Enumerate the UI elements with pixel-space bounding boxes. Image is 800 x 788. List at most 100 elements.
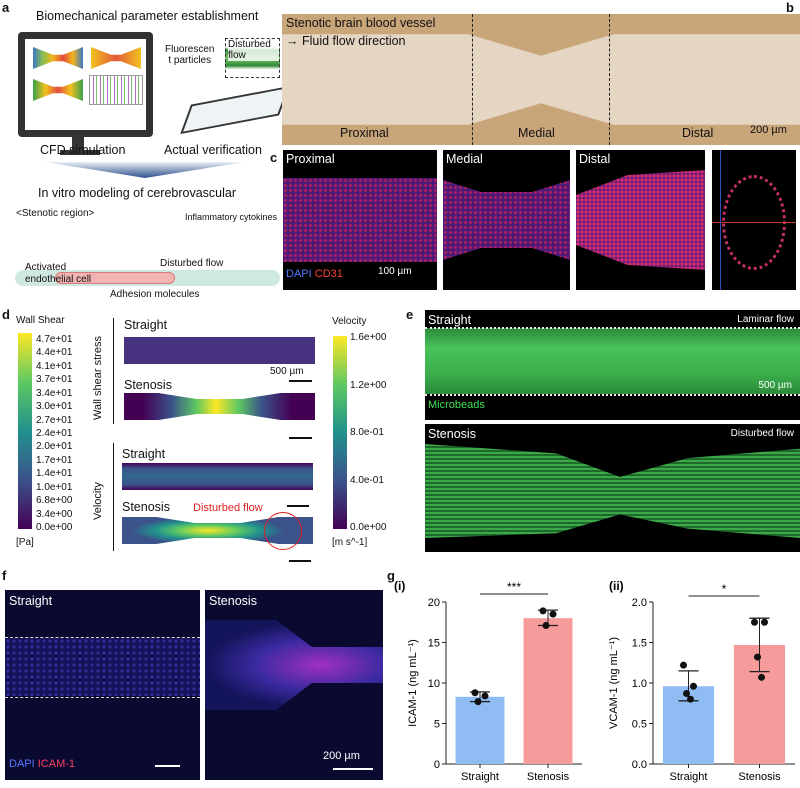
data-point	[680, 661, 687, 669]
dapi-label: DAPI	[286, 268, 312, 280]
panel-label-d: d	[2, 307, 10, 322]
y-axis-label: ICAM-1 (ng mL⁻¹)	[407, 639, 419, 727]
c-medial-image: Medial	[443, 150, 570, 290]
bar-straight	[455, 696, 505, 764]
disturbed-flow-circle	[264, 512, 302, 550]
panel-label-f: f	[2, 568, 7, 583]
panel-label-a: a	[2, 0, 10, 15]
b-scale-label: 200 µm	[750, 124, 787, 136]
significance-label: *	[722, 582, 727, 596]
fluorescent-particles-label: Fluorescen t particles	[165, 44, 215, 66]
f-straight-label: Straight	[9, 594, 53, 608]
y-tick-label: 5	[434, 719, 440, 731]
x-tick-label: Straight	[670, 771, 708, 783]
cd31-label: CD31	[314, 268, 343, 280]
panel-label-c: c	[270, 150, 278, 165]
significance-label: ***	[507, 580, 521, 594]
colorbar-tick: 3.7e+01	[36, 374, 73, 386]
disturbed-flow-label: Disturbed flow	[160, 258, 224, 269]
e-straight-image: Straight Laminar flow Microbeads 500 µm	[425, 310, 800, 420]
colorbar-tick: 1.7e+01	[36, 454, 73, 466]
y-tick-label: 15	[428, 638, 440, 650]
d-vel-stenosis-label: Stenosis	[122, 500, 170, 514]
e-stenosis-image: Stenosis Disturbed flow	[425, 424, 800, 552]
distal-label: Distal	[682, 126, 714, 140]
e-disturbed-flow-label: Disturbed flow	[730, 428, 794, 439]
colorbar-tick: 2.4e+01	[36, 428, 73, 439]
colorbar-tick: 6.8e+00	[36, 495, 73, 507]
colorbar-tick: 3.4e+00	[36, 508, 73, 520]
velocity-colorbar	[333, 336, 347, 529]
f-scale-label: 200 µm	[323, 750, 360, 762]
activated-cell-label: Activated endothelial cell	[25, 262, 92, 285]
f-dapi-label: DAPI	[9, 758, 35, 770]
wss-colorbar	[18, 333, 32, 529]
c-proximal-label: Proximal	[286, 152, 335, 166]
velocity-unit: [m s^-1]	[332, 537, 368, 548]
c-distal-image: Distal	[576, 150, 705, 290]
colorbar-tick: 4.1e+01	[36, 360, 73, 372]
c-medial-label: Medial	[446, 152, 483, 166]
data-point	[690, 682, 697, 690]
panel-label-g: g	[387, 568, 395, 583]
data-point	[539, 607, 547, 615]
data-point	[754, 653, 761, 661]
c-proximal-image: Proximal DAPI CD31 100 µm	[283, 150, 437, 290]
y-tick-label: 10	[428, 678, 440, 690]
e-straight-label: Straight	[428, 313, 472, 327]
data-point	[481, 692, 489, 700]
c-cross-section-image	[712, 150, 796, 290]
panel-label-e: e	[406, 307, 414, 322]
data-point	[549, 610, 557, 618]
vessel-photo: Stenotic brain blood vessel → Fluid flow…	[282, 14, 800, 145]
monitor-illustration	[18, 32, 153, 137]
laminar-flow-label: Laminar flow	[737, 314, 794, 325]
f-stenosis-label: Stenosis	[209, 594, 257, 608]
wss-unit: [Pa]	[16, 537, 34, 548]
colorbar-tick: 1.6e+00	[350, 332, 387, 343]
velocity-colorbar-title: Velocity	[332, 316, 367, 327]
data-point	[758, 673, 765, 681]
flow-direction-label: → Fluid flow direction	[286, 34, 406, 48]
f-stenosis-image: Stenosis 200 µm	[205, 590, 383, 780]
flow-direction-text: Fluid flow direction	[301, 34, 406, 48]
velocity-straight-sim	[122, 463, 313, 490]
y-tick-label: 1.5	[632, 638, 647, 650]
y-axis-label: VCAM-1 (ng mL⁻¹)	[608, 637, 620, 729]
d-wss-stenosis-label: Stenosis	[124, 378, 172, 392]
d-scale-label: 500 µm	[270, 366, 304, 377]
colorbar-tick: 1.0e+01	[36, 481, 73, 493]
data-point	[683, 690, 690, 698]
colorbar-tick: 4.0e-01	[350, 474, 384, 486]
data-point	[474, 698, 482, 706]
y-tick-label: 2.0	[632, 597, 647, 609]
colorbar-tick: 8.0e-01	[350, 427, 384, 438]
d-disturbed-flow-label: Disturbed flow	[193, 502, 263, 514]
colorbar-tick: 2.0e+01	[36, 441, 73, 453]
x-tick-label: Stenosis	[527, 771, 570, 783]
panel-sublabel: (ii)	[609, 579, 624, 593]
medial-label: Medial	[518, 126, 555, 140]
colorbar-tick: 1.4e+01	[36, 468, 73, 480]
actual-verification-label: Actual verification	[164, 143, 262, 157]
colorbar-tick: 2.7e+01	[36, 414, 73, 426]
colorbar-tick: 4.4e+01	[36, 347, 73, 359]
microbeads-label: Microbeads	[428, 399, 485, 411]
c-scale-label: 100 µm	[378, 266, 412, 277]
y-tick-label: 0.0	[632, 759, 647, 771]
panel-sublabel: (i)	[394, 579, 405, 593]
colorbar-tick: 3.4e+01	[36, 387, 73, 399]
icam-label: ICAM-1	[37, 758, 76, 770]
stenotic-region-label: <Stenotic region>	[16, 208, 95, 219]
d-vel-straight-label: Straight	[122, 447, 166, 461]
f-straight-image: Straight DAPI ICAM-1	[5, 590, 200, 780]
c-distal-label: Distal	[579, 152, 611, 166]
cfd-simulation-label: CFD simulation	[40, 143, 126, 157]
e-scale-label: 500 µm	[758, 380, 792, 391]
disturbed-inset-label: Disturbed flow	[228, 39, 279, 61]
proximal-label: Proximal	[340, 126, 389, 140]
wss-straight-sim	[124, 337, 315, 364]
panel-label-b: b	[786, 0, 794, 15]
bar-stenosis	[523, 618, 573, 764]
x-tick-label: Straight	[461, 771, 499, 783]
